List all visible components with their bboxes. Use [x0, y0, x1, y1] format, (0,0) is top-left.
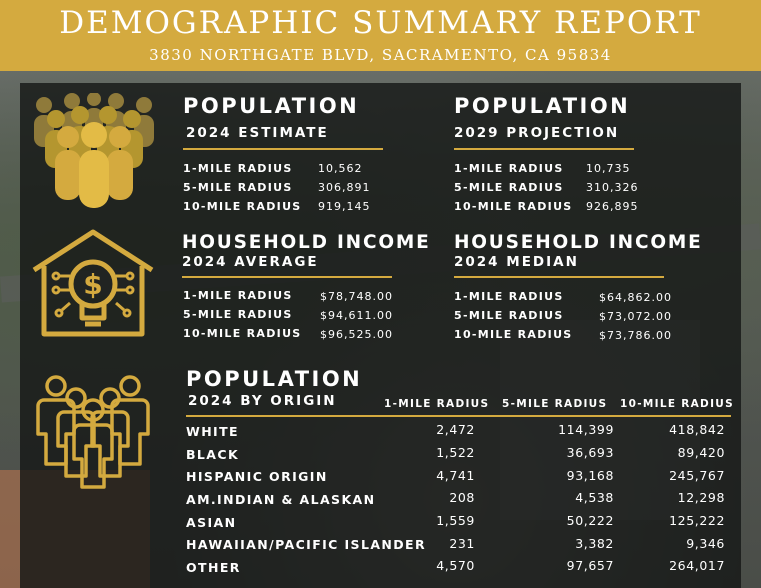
report-title: DEMOGRAPHIC SUMMARY REPORT: [59, 5, 702, 41]
origin-row-1mile: 2,472: [436, 422, 475, 437]
origin-row-label: OTHER: [186, 560, 241, 575]
hhavg-row2-value: $94,611.00: [320, 309, 393, 322]
origin-row-5mile: 4,538: [575, 490, 614, 505]
pop2024-row2-label: 5-MILE RADIUS: [183, 181, 293, 194]
pop2029-title: POPULATION: [454, 94, 631, 118]
hhmed-row2-value: $73,072.00: [599, 310, 672, 323]
origin-col-1mile: 1-MILE RADIUS: [384, 398, 490, 410]
pop2024-row3-label: 10-MILE RADIUS: [183, 200, 302, 213]
hhmed-subtitle: 2024 MEDIAN: [454, 254, 579, 270]
origin-row-1mile: 4,741: [436, 468, 475, 483]
title-banner: DEMOGRAPHIC SUMMARY REPORT 3830 NORTHGAT…: [0, 0, 761, 71]
origin-row-10mile: 264,017: [669, 558, 725, 573]
pop2029-row3-value: 926,895: [586, 200, 639, 213]
pop2029-row1-value: 10,735: [586, 162, 631, 175]
origin-row-label: AM.INDIAN & ALASKAN: [186, 492, 376, 507]
pop2029-row2-value: 310,326: [586, 181, 639, 194]
hhmed-row3-label: 10-MILE RADIUS: [454, 328, 573, 341]
pop2029-row1-label: 1-MILE RADIUS: [454, 162, 564, 175]
pop2029-subtitle: 2029 PROJECTION: [454, 125, 620, 141]
origin-row-5mile: 3,382: [575, 536, 614, 551]
hhmed-row1-label: 1-MILE RADIUS: [454, 290, 564, 303]
origin-row-5mile: 36,693: [566, 445, 614, 460]
pop2024-row2-value: 306,891: [318, 181, 371, 194]
pop2024-rule: [183, 148, 383, 150]
origin-row-label: WHITE: [186, 424, 239, 439]
origin-col-5mile: 5-MILE RADIUS: [502, 398, 608, 410]
origin-row-1mile: 4,570: [436, 558, 475, 573]
hhavg-subtitle: 2024 AVERAGE: [182, 254, 319, 270]
origin-row-label: ASIAN: [186, 515, 237, 530]
pop2029-rule: [454, 148, 634, 150]
origin-title: POPULATION: [186, 367, 363, 391]
origin-row-10mile: 89,420: [677, 445, 725, 460]
origin-row-10mile: 418,842: [669, 422, 725, 437]
hhmed-row3-value: $73,786.00: [599, 329, 672, 342]
origin-row-1mile: 1,522: [436, 445, 475, 460]
house-lightbulb-icon: $: [32, 229, 154, 337]
origin-row-label: HISPANIC ORIGIN: [186, 469, 328, 484]
property-address: 3830 NORTHGATE BLVD, SACRAMENTO, CA 9583…: [149, 46, 612, 64]
pop2024-row1-value: 10,562: [318, 162, 363, 175]
origin-row-1mile: 1,559: [436, 513, 475, 528]
pop2024-row1-label: 1-MILE RADIUS: [183, 162, 293, 175]
pop2024-row3-value: 919,145: [318, 200, 371, 213]
hhavg-row3-label: 10-MILE RADIUS: [183, 327, 302, 340]
origin-row-5mile: 114,399: [558, 422, 614, 437]
origin-row-label: HAWAIIAN/PACIFIC ISLANDER: [186, 537, 426, 552]
pop2029-row3-label: 10-MILE RADIUS: [454, 200, 573, 213]
hhmed-row1-value: $64,862.00: [599, 291, 672, 304]
origin-row-10mile: 9,346: [686, 536, 725, 551]
hhmed-rule: [454, 276, 664, 278]
crowd-icon: [34, 93, 154, 208]
hhavg-rule: [182, 276, 392, 278]
hhavg-row2-label: 5-MILE RADIUS: [183, 308, 293, 321]
hhmed-title: HOUSEHOLD INCOME: [454, 232, 703, 253]
pop2029-row2-label: 5-MILE RADIUS: [454, 181, 564, 194]
origin-row-1mile: 208: [449, 490, 475, 505]
origin-row-10mile: 125,222: [669, 513, 725, 528]
hhavg-row1-label: 1-MILE RADIUS: [183, 289, 293, 302]
origin-row-label: BLACK: [186, 447, 240, 462]
hhmed-row2-label: 5-MILE RADIUS: [454, 309, 564, 322]
origin-col-10mile: 10-MILE RADIUS: [620, 398, 734, 410]
pop2024-subtitle: 2024 ESTIMATE: [186, 125, 329, 141]
origin-row-10mile: 245,767: [669, 468, 725, 483]
hhavg-title: HOUSEHOLD INCOME: [182, 232, 431, 253]
origin-row-5mile: 97,657: [566, 558, 614, 573]
svg-text:$: $: [83, 268, 102, 301]
hhavg-row3-value: $96,525.00: [320, 328, 393, 341]
origin-subtitle: 2024 BY ORIGIN: [188, 393, 337, 409]
origin-row-5mile: 93,168: [566, 468, 614, 483]
origin-rule: [186, 415, 731, 417]
origin-row-1mile: 231: [449, 536, 475, 551]
origin-row-10mile: 12,298: [677, 490, 725, 505]
pop2024-title: POPULATION: [183, 94, 360, 118]
hhavg-row1-value: $78,748.00: [320, 290, 393, 303]
origin-row-5mile: 50,222: [566, 513, 614, 528]
group-people-icon: [36, 375, 150, 489]
